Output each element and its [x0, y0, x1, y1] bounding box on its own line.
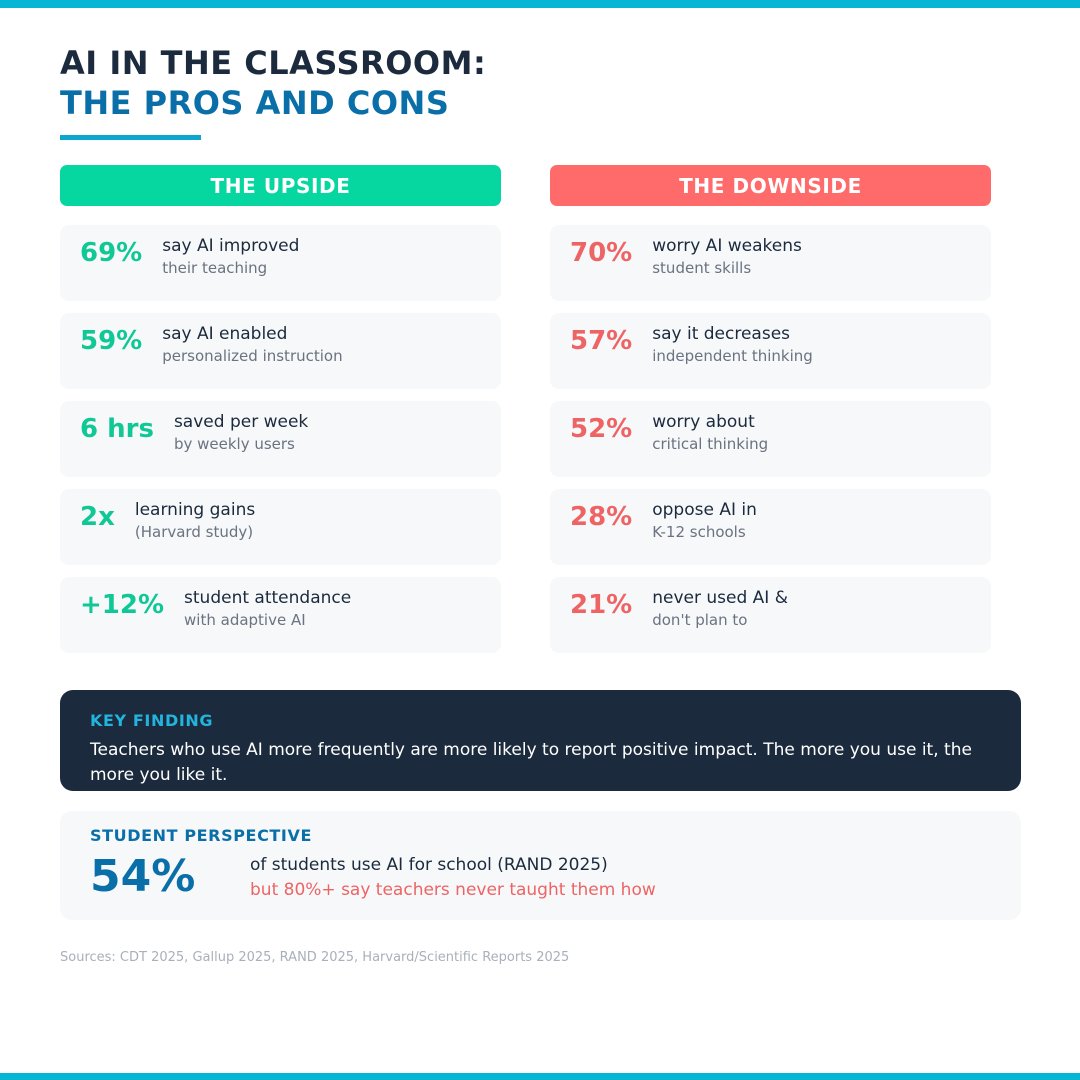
stat-sublabel: critical thinking	[652, 435, 769, 453]
upside-card: 69% say AI improved their teaching	[60, 225, 501, 301]
downside-card: 57% say it decreases independent thinking	[550, 313, 991, 389]
key-finding-panel: KEY FINDING Teachers who use AI more fre…	[60, 690, 1021, 791]
stat-value: 28%	[570, 502, 633, 532]
upside-card: +12% student attendance with adaptive AI	[60, 577, 501, 653]
bottom-accent-bar	[0, 1073, 1080, 1080]
student-perspective-label: STUDENT PERSPECTIVE	[90, 826, 312, 845]
stat-value: 52%	[570, 414, 633, 444]
stat-sublabel: independent thinking	[652, 347, 813, 365]
stat-label: say AI enabled	[162, 324, 288, 344]
downside-card: 28% oppose AI in K-12 schools	[550, 489, 991, 565]
stat-sublabel: by weekly users	[173, 435, 295, 453]
page-subtitle: THE PROS AND CONS	[60, 84, 450, 122]
stat-label: learning gains	[134, 500, 256, 520]
student-stat-value: 54%	[90, 851, 196, 902]
top-accent-bar	[0, 0, 1080, 8]
stat-value: 6 hrs	[80, 414, 154, 444]
stat-label: say it decreases	[652, 324, 791, 344]
key-finding-text: Teachers who use AI more frequently are …	[90, 740, 972, 785]
stat-value: 70%	[570, 238, 633, 268]
downside-column: THE DOWNSIDE 70% worry AI weakens student…	[550, 165, 991, 665]
stat-label: oppose AI in	[652, 500, 757, 520]
upside-card: 6 hrs saved per week by weekly users	[60, 401, 501, 477]
downside-card: 21% never used AI & don't plan to	[550, 577, 991, 653]
title-underline	[60, 135, 201, 140]
stat-sublabel: K-12 schools	[652, 523, 746, 541]
stat-label: saved per week	[173, 412, 309, 432]
student-stat-label: of students use AI for school (RAND 2025…	[250, 855, 608, 875]
stat-label: say AI improved	[162, 236, 300, 256]
stat-label: never used AI &	[652, 588, 788, 608]
page-title: AI IN THE CLASSROOM:	[60, 44, 487, 82]
stat-value: 69%	[80, 238, 143, 268]
stat-label: student attendance	[184, 588, 352, 608]
upside-card: 2x learning gains (Harvard study)	[60, 489, 501, 565]
stat-sublabel: with adaptive AI	[184, 611, 306, 629]
stat-label: worry about	[652, 412, 755, 432]
downside-card: 70% worry AI weakens student skills	[550, 225, 991, 301]
upside-card: 59% say AI enabled personalized instructi…	[60, 313, 501, 389]
stat-value: +12%	[80, 590, 165, 620]
stat-sublabel: personalized instruction	[162, 347, 343, 365]
stat-sublabel: their teaching	[162, 259, 268, 277]
upside-heading: THE UPSIDE	[60, 165, 501, 206]
stat-label: worry AI weakens	[652, 236, 802, 256]
student-perspective-panel: STUDENT PERSPECTIVE 54% of students use …	[60, 811, 1021, 920]
sources-footnote: Sources: CDT 2025, Gallup 2025, RAND 202…	[60, 950, 570, 965]
stat-sublabel: (Harvard study)	[134, 523, 254, 541]
key-finding-label: KEY FINDING	[90, 711, 214, 730]
stat-value: 2x	[80, 502, 115, 532]
stat-value: 57%	[570, 326, 633, 356]
stat-sublabel: don't plan to	[652, 611, 748, 629]
downside-heading: THE DOWNSIDE	[550, 165, 991, 206]
stat-value: 21%	[570, 590, 633, 620]
downside-card: 52% worry about critical thinking	[550, 401, 991, 477]
upside-column: THE UPSIDE 69% say AI improved their teac…	[60, 165, 501, 665]
stat-sublabel: student skills	[652, 259, 752, 277]
student-stat-caveat: but 80%+ say teachers never taught them …	[250, 880, 656, 900]
stat-value: 59%	[80, 326, 143, 356]
